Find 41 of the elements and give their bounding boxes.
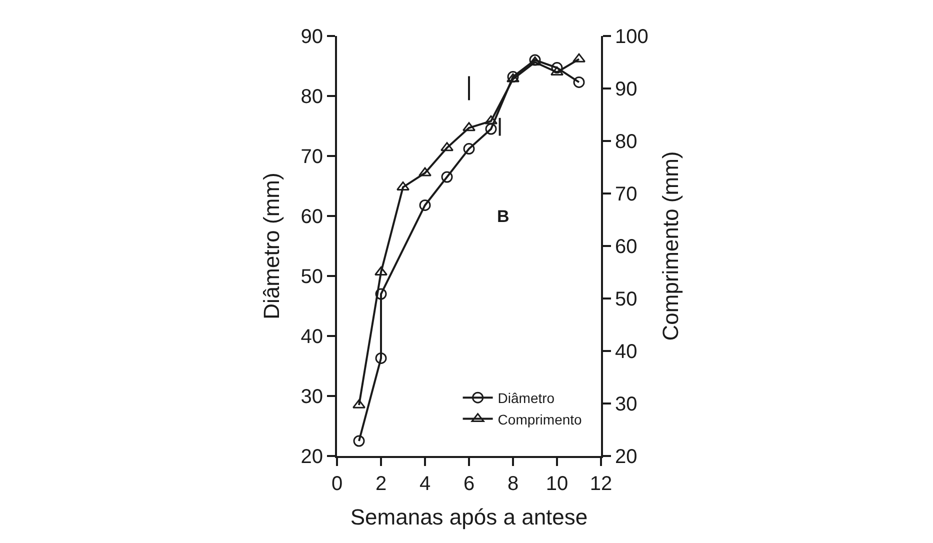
point: [573, 76, 585, 88]
x-axis-title: Semanas após a antese: [350, 504, 588, 530]
y-tick-label: 70: [300, 146, 323, 168]
point: [441, 171, 453, 183]
y-tick-label: 80: [300, 86, 323, 108]
x-tick-label: 4: [419, 473, 431, 495]
y2-tick-label: 30: [615, 394, 638, 416]
y2-tick-label: 40: [615, 341, 638, 363]
y2-tick-label: 90: [615, 78, 638, 100]
point: [375, 288, 387, 300]
y-tick-label: 20: [300, 446, 323, 468]
point: [353, 435, 365, 447]
y-tick-label: 90: [300, 26, 323, 48]
point: [529, 54, 541, 66]
x-tick-label: 8: [507, 473, 519, 495]
y-tick-label: 40: [300, 326, 323, 348]
x-tick-label: 2: [375, 473, 387, 495]
y-tick-label: 50: [300, 266, 323, 288]
y2-tick-label: 70: [615, 184, 638, 206]
y-tick-label: 30: [300, 386, 323, 408]
point: [485, 123, 497, 135]
point: [507, 71, 519, 83]
x-tick-label: 0: [331, 473, 343, 495]
y2-axis-title: Comprimento (mm): [658, 151, 683, 341]
legend-label: Diâmetro: [498, 390, 555, 406]
y2-tick-label: 80: [615, 131, 638, 153]
point: [551, 62, 563, 74]
y2-tick-label: 20: [615, 446, 638, 468]
y2-tick-label: 50: [615, 288, 638, 310]
y-axis-title: Diâmetro (mm): [259, 172, 284, 320]
x-tick-label: 10: [546, 473, 568, 495]
y2-tick-label: 100: [615, 26, 648, 48]
legend-label: Comprimento: [498, 411, 582, 428]
x-tick-label: 12: [590, 473, 612, 495]
y-tick-label: 60: [300, 206, 323, 228]
x-tick-label: 6: [463, 473, 475, 495]
y2-tick-label: 60: [615, 236, 638, 258]
point: [375, 352, 387, 364]
annotation: B: [497, 207, 510, 226]
point: [419, 199, 431, 211]
point: [463, 143, 475, 155]
